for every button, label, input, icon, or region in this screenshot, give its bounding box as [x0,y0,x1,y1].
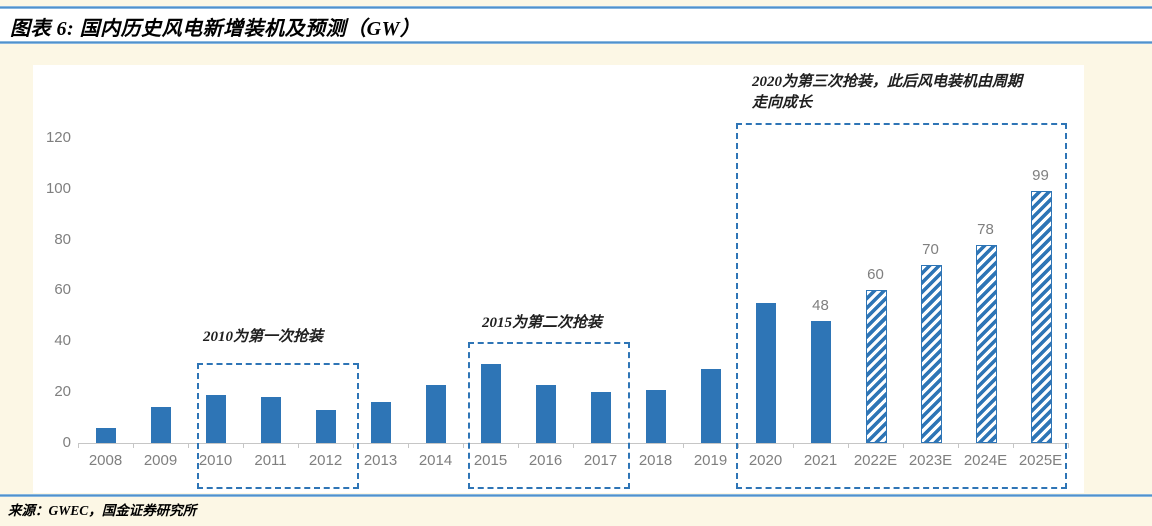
forecast-bar [1030,191,1052,443]
historical-bar [590,392,611,443]
x-axis-category-label: 2014 [418,452,453,469]
x-axis-category-label: 2016 [528,452,563,469]
historical-bar [425,385,446,443]
y-axis-tick-label: 80 [54,230,71,248]
top-separator-line [0,6,1152,9]
x-axis-category-label: 2021 [803,452,838,469]
x-axis-category-label: 2013 [363,452,398,469]
annotation-text: 2010为第一次抢装 [203,327,323,348]
annotation-line: 2020为第三次抢装，此后风电装机由周期 [752,74,1023,90]
x-axis-category-label: 2015 [473,452,508,469]
historical-bar [645,390,666,443]
y-axis-tick-label: 40 [54,332,71,350]
historical-bar [700,369,721,443]
y-axis-tick-label: 120 [45,128,71,146]
x-axis-tick-mark [903,443,904,448]
annotation-line: 2015为第二次抢装 [482,315,603,331]
historical-bar [480,364,501,443]
x-axis-tick-mark [463,443,464,448]
x-axis-tick-mark [243,443,244,448]
x-axis-tick-mark [133,443,134,448]
historical-bar [205,395,226,443]
x-axis-category-label: 2009 [143,452,178,469]
x-axis-tick-mark [188,443,189,448]
rush-installation-dashed-box [736,123,1067,489]
x-axis-category-label: 2012 [308,452,343,469]
historical-bar [150,407,171,443]
title-band [0,9,1152,41]
x-axis-category-label: 2018 [638,452,673,469]
x-axis-category-label: 2022E [853,452,898,469]
x-axis-tick-mark [353,443,354,448]
annotation-text: 2020为第三次抢装，此后风电装机由周期 走向成长 [752,72,1087,114]
x-axis-tick-mark [573,443,574,448]
figure-title: 图表 6: 国内历史风电新增装机及预测（GW） [10,18,421,40]
forecast-bar [865,290,887,443]
x-axis-tick-mark [298,443,299,448]
historical-bar [755,303,776,443]
historical-bar [95,428,116,443]
source-attribution: 来源：GWEC，国金证券研究所 [8,503,197,518]
historical-bar [370,402,391,443]
historical-bar [535,385,556,443]
x-axis-tick-mark [408,443,409,448]
bar-value-label: 48 [812,297,829,314]
historical-bar [260,397,281,443]
annotation-line: 走向成长 [752,95,813,111]
x-axis-category-label: 2010 [198,452,233,469]
x-axis-category-label: 2011 [254,452,287,469]
x-axis-tick-mark [958,443,959,448]
x-axis-category-label: 2024E [963,452,1008,469]
y-axis-tick-label: 60 [54,281,71,299]
x-axis-category-label: 2019 [693,452,728,469]
x-axis-tick-mark [518,443,519,448]
forecast-bar [920,265,942,443]
historical-bar [810,321,831,443]
x-axis-category-label: 2017 [583,452,618,469]
x-axis-tick-mark [1068,443,1069,448]
x-axis-category-label: 2025E [1018,452,1063,469]
rush-installation-dashed-box [197,363,359,489]
x-axis-tick-mark [1013,443,1014,448]
bar-value-label: 99 [1032,167,1049,184]
annotation-line: 2010为第一次抢装 [203,329,324,345]
x-axis-tick-mark [78,443,79,448]
rush-installation-dashed-box [468,342,630,489]
x-axis-category-label: 2020 [748,452,783,469]
x-axis-tick-mark [848,443,849,448]
x-axis-category-label: 2023E [908,452,953,469]
x-axis-tick-mark [738,443,739,448]
bar-chart-plot-area: 0 20 40 60 80 100 120 2008 2009 2010 2011 2012 2013 2… [33,65,1084,493]
y-axis-tick-label: 20 [54,383,71,401]
x-axis-tick-mark [683,443,684,448]
y-axis-tick-label: 100 [45,179,71,197]
bar-value-label: 60 [867,266,884,283]
annotation-text: 2015为第二次抢装 [482,313,602,334]
footer-separator-line [0,494,1152,497]
historical-bar [315,410,336,443]
x-axis-category-label: 2008 [88,452,123,469]
bar-value-label: 78 [977,221,994,238]
y-axis-tick-label: 0 [62,434,71,451]
x-axis-tick-mark [793,443,794,448]
title-separator-line [0,41,1152,44]
forecast-bar [975,245,997,443]
bar-value-label: 70 [922,241,939,258]
